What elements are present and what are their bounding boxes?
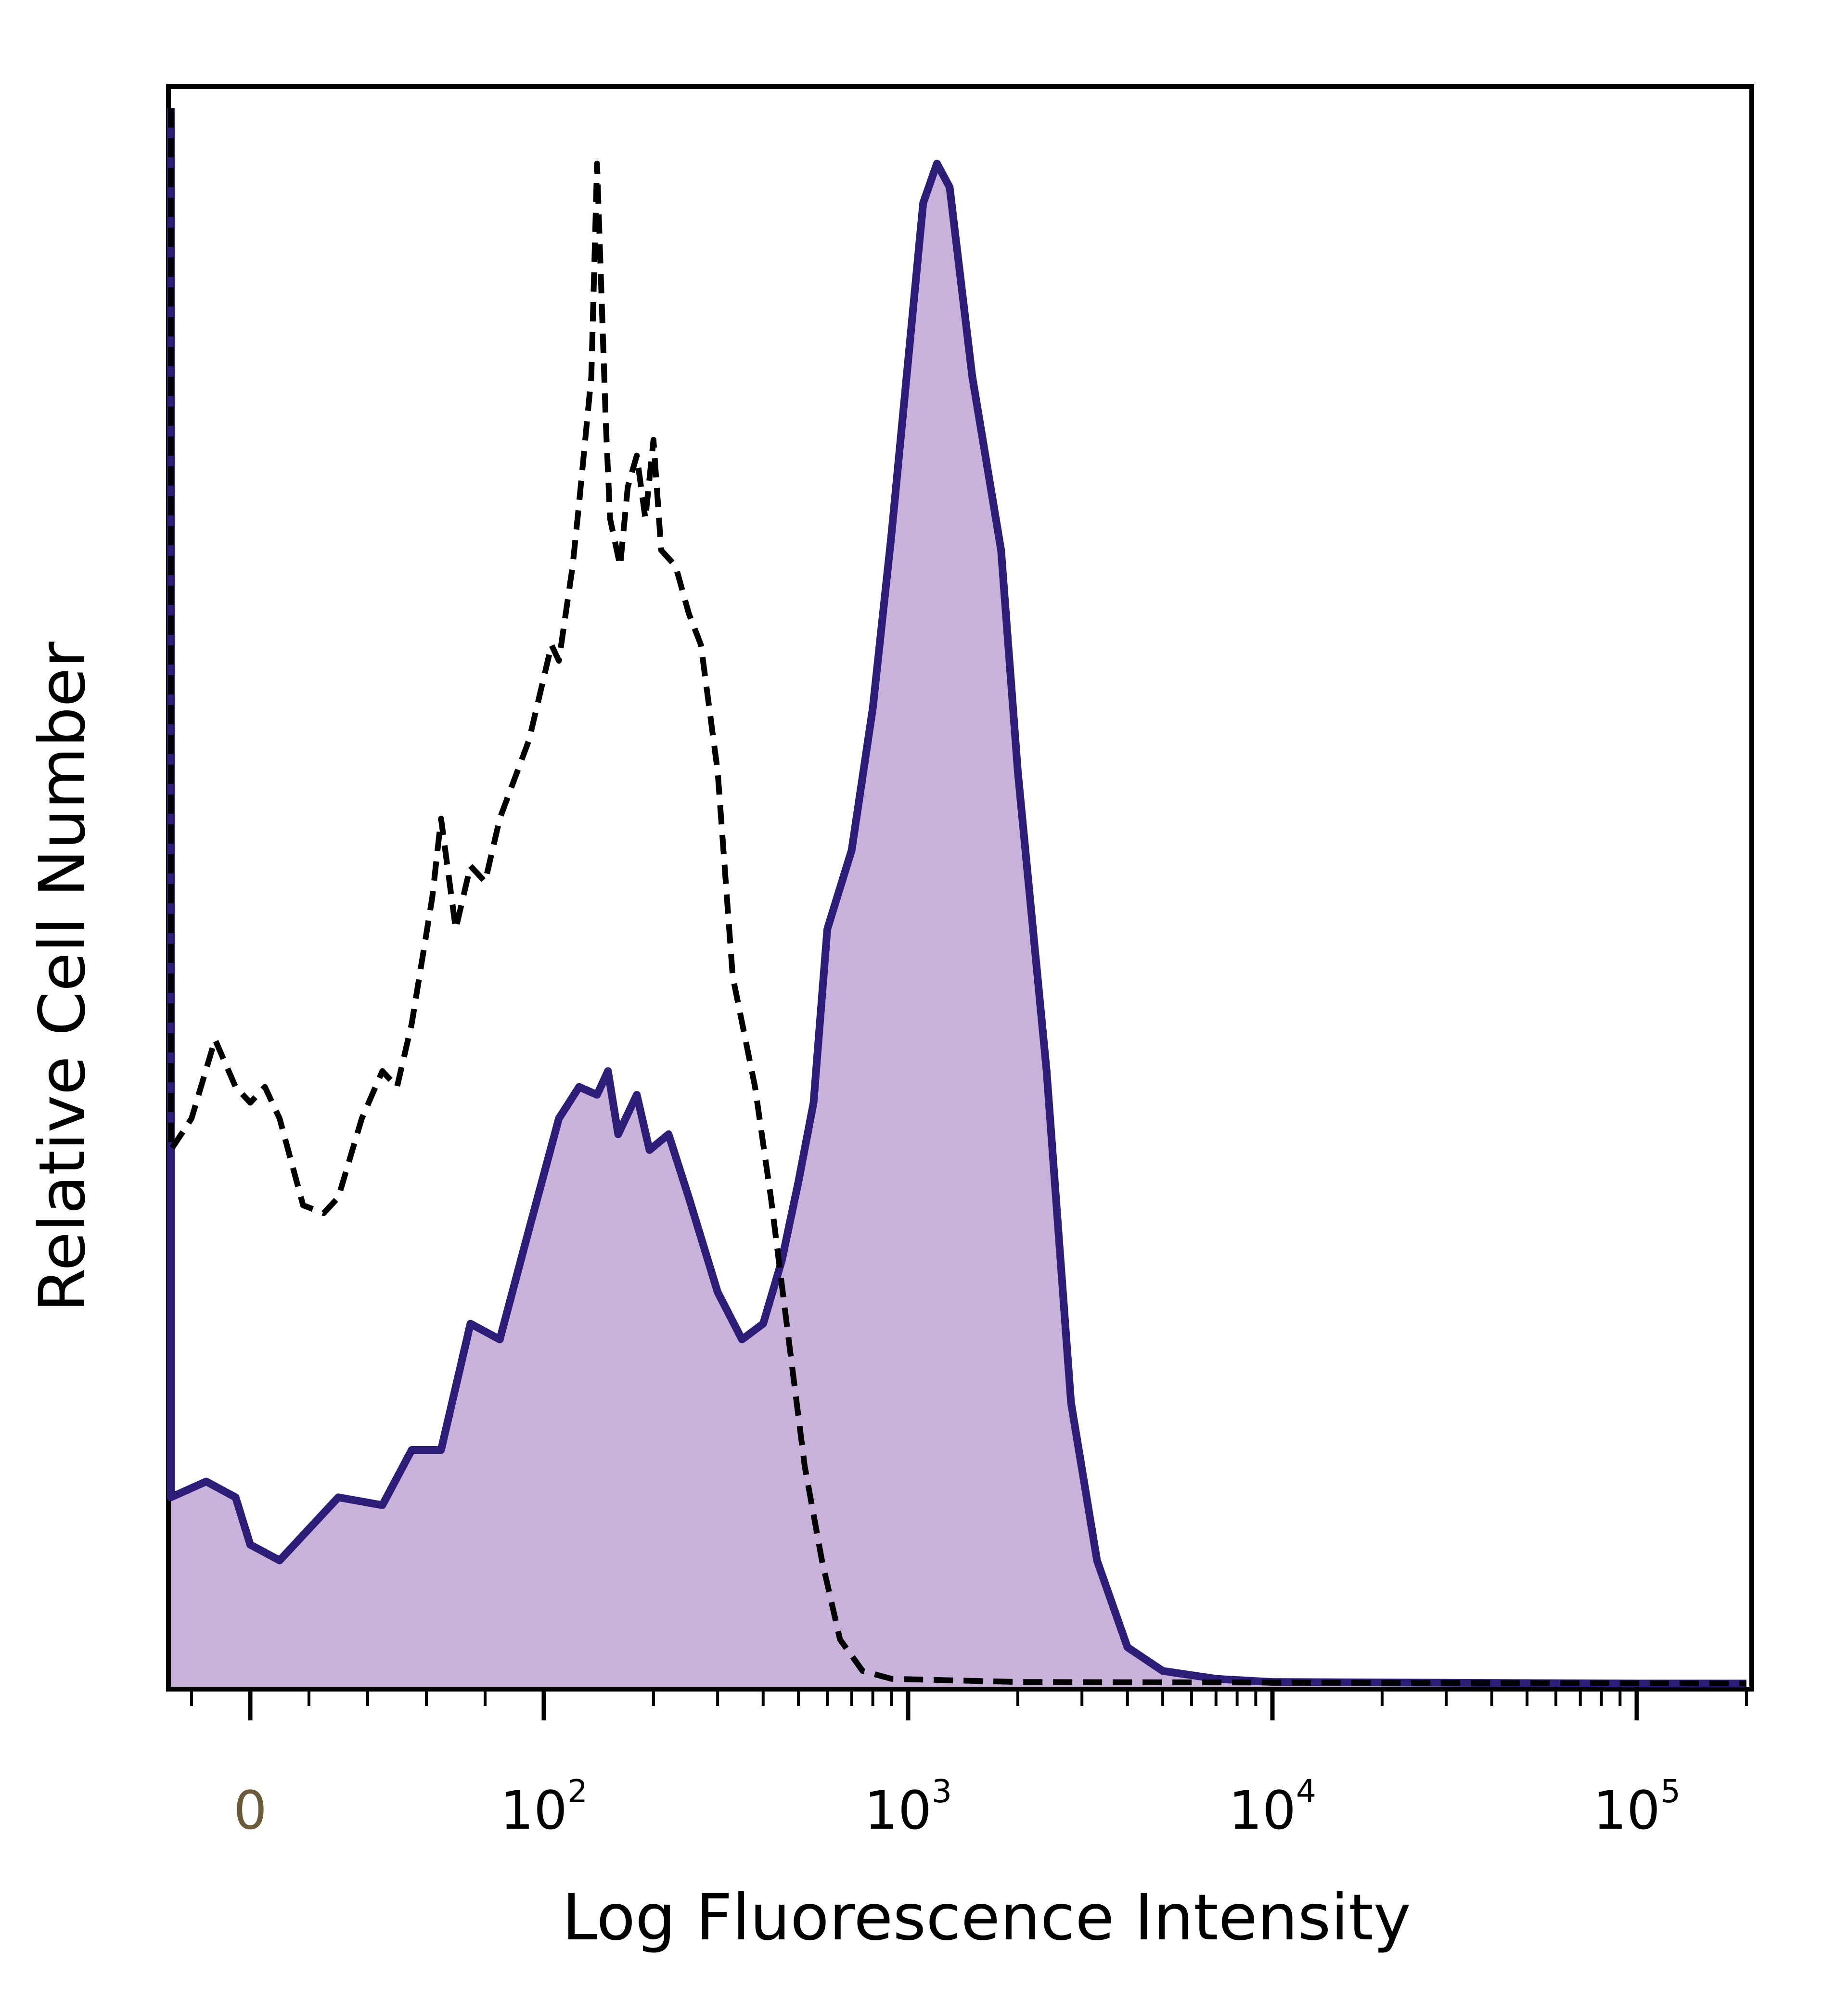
x-tick-label-exponent: 3 xyxy=(932,1773,952,1810)
x-tick-label-base: 10 xyxy=(500,1780,567,1841)
series-layer xyxy=(167,108,1746,1688)
series-0-line xyxy=(167,108,1746,1688)
x-axis-tick-labels: 0 102 103 104 105 xyxy=(233,1773,1681,1841)
series-0-fill xyxy=(171,108,1746,1687)
x-tick-label-base: 10 xyxy=(1229,1780,1296,1841)
x-tick-label-base: 10 xyxy=(1593,1780,1660,1841)
x-tick-label: 102 xyxy=(500,1773,588,1841)
x-tick-label-exponent: 4 xyxy=(1296,1773,1316,1810)
x-tick-label: 104 xyxy=(1229,1773,1316,1841)
x-tick-label: 0 xyxy=(233,1780,267,1841)
x-tick-label: 103 xyxy=(864,1773,952,1841)
x-axis-ticks xyxy=(190,1687,1748,1720)
x-tick-label-exponent: 2 xyxy=(567,1773,588,1810)
series-1-dashed-line xyxy=(168,108,1746,1687)
x-tick-label-base: 10 xyxy=(864,1780,932,1841)
x-tick-label: 105 xyxy=(1593,1773,1681,1841)
x-tick-label-exponent: 5 xyxy=(1660,1773,1681,1810)
y-axis-label: Relative Cell Number xyxy=(26,641,100,1312)
x-axis-label: Log Fluorescence Intensity xyxy=(562,1881,1411,1955)
